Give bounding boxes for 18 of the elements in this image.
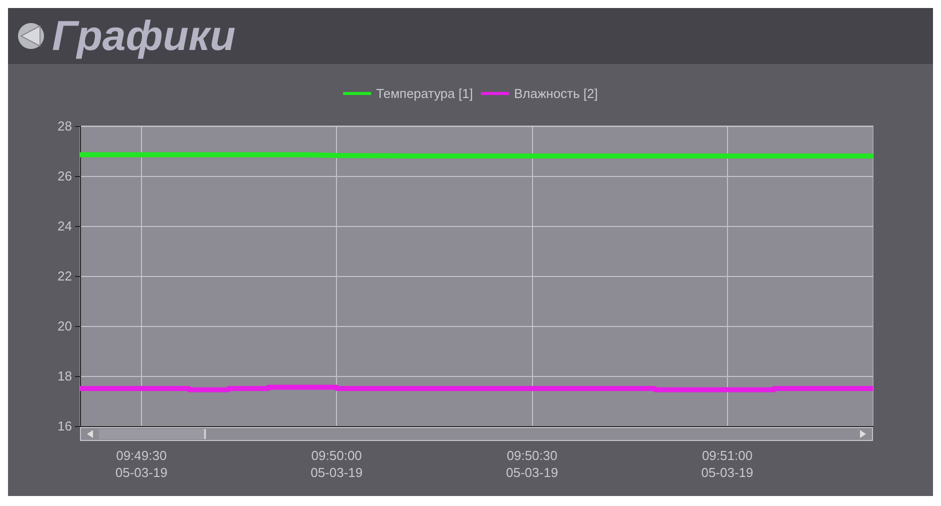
y-tick-label: 18 [58, 368, 72, 384]
chart-title: Графики [52, 12, 236, 60]
y-tick-label: 28 [58, 118, 72, 134]
x-tick-label: 09:51:00 [702, 448, 753, 463]
x-tick-label: 09:50:00 [311, 448, 362, 463]
text: 05-03-19 [115, 465, 168, 480]
legend-label: Температура [1] [376, 86, 473, 101]
x-tick-label: 09:49:30 [116, 448, 167, 463]
y-tick-label: 16 [58, 418, 72, 434]
y-tick-label: 24 [58, 218, 72, 234]
y-tick-label: 22 [58, 268, 72, 284]
text: 05-03-19 [310, 465, 363, 480]
text: 05-03-19 [506, 465, 558, 480]
y-tick-label: 26 [58, 168, 72, 184]
y-tick-label: 20 [58, 318, 72, 334]
legend-label: Влажность [2] [514, 86, 598, 101]
text: 05-03-19 [701, 465, 754, 480]
x-tick-label: 09:50:30 [506, 448, 558, 463]
